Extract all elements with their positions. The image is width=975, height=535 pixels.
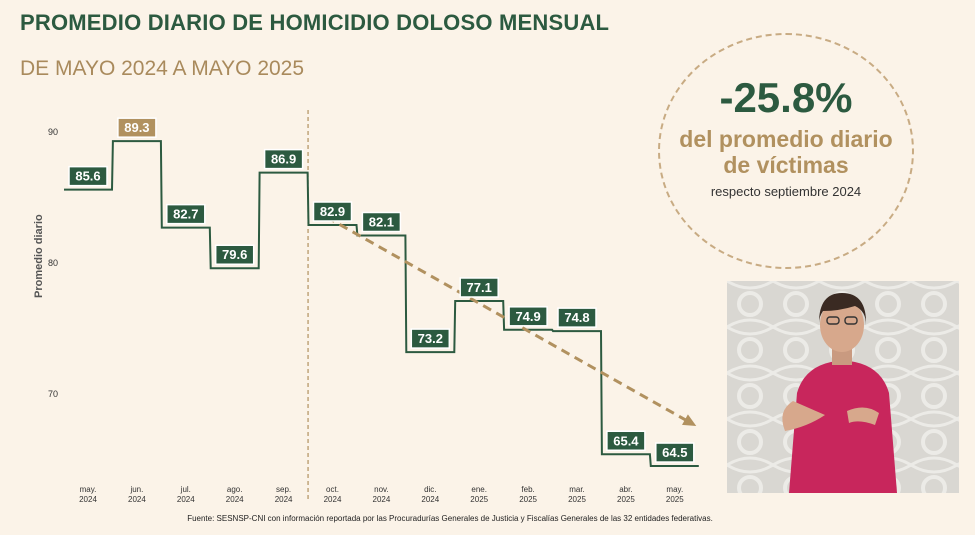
x-tick-month: mar.	[569, 485, 585, 494]
x-tick-year: 2024	[226, 495, 244, 504]
y-axis-label: Promedio diario	[33, 214, 45, 298]
x-tick-month: nov.	[374, 485, 389, 494]
data-label: 79.6	[222, 247, 247, 262]
x-tick-month: abr.	[619, 485, 632, 494]
x-tick-year: 2025	[519, 495, 537, 504]
interpreter-image	[727, 281, 959, 493]
data-label: 82.9	[320, 204, 345, 219]
highlight-circle	[658, 33, 914, 269]
highlight-line-2: de víctimas	[723, 152, 849, 178]
highlight-value: -25.8%	[719, 74, 853, 121]
data-label-box	[606, 430, 646, 452]
highlight-line-1: del promedio diario	[679, 126, 893, 152]
page-title: PROMEDIO DIARIO DE HOMICIDIO DOLOSO MENS…	[20, 10, 610, 35]
trend-arrow-head	[682, 414, 697, 427]
x-tick-year: 2025	[470, 495, 488, 504]
data-label: 82.1	[369, 214, 394, 229]
data-label-box	[361, 211, 402, 233]
data-label-box	[508, 306, 548, 327]
sign-language-interpreter-video	[727, 281, 959, 493]
x-tick-month: jul.	[180, 485, 191, 494]
data-label-box	[655, 442, 695, 463]
data-label-box	[557, 307, 597, 328]
data-label: 65.4	[613, 433, 639, 448]
data-label: 74.8	[564, 310, 589, 325]
y-tick-label: 70	[48, 389, 58, 399]
x-tick-month: ago.	[227, 485, 243, 494]
x-tick-month: sep.	[276, 485, 291, 494]
x-tick-year: 2024	[275, 495, 293, 504]
data-label: 82.7	[173, 207, 198, 222]
data-label-box	[214, 244, 255, 265]
data-label-box	[166, 203, 206, 225]
data-label-box	[312, 201, 353, 222]
data-label: 89.3	[124, 120, 149, 135]
data-label-box	[68, 165, 108, 187]
data-label-box	[459, 277, 499, 298]
data-label: 86.9	[271, 152, 296, 167]
x-tick-year: 2024	[177, 495, 195, 504]
x-tick-year: 2024	[373, 495, 391, 504]
data-label: 85.6	[75, 169, 100, 184]
source-note: Fuente: SESNSP-CNI con información repor…	[187, 514, 713, 523]
page-subtitle: DE MAYO 2024 A MAYO 2025	[20, 57, 305, 80]
y-tick-label: 80	[48, 258, 58, 268]
x-tick-month: feb.	[521, 485, 534, 494]
x-tick-month: may.	[666, 485, 683, 494]
x-tick-year: 2024	[128, 495, 146, 504]
series-step-line	[64, 140, 699, 468]
data-label: 77.1	[467, 280, 492, 295]
x-tick-year: 2024	[324, 495, 342, 504]
data-label: 64.5	[662, 445, 687, 460]
x-tick-year: 2025	[666, 495, 684, 504]
x-tick-year: 2025	[617, 495, 635, 504]
x-tick-month: ene.	[471, 485, 487, 494]
data-label-box	[410, 328, 451, 349]
data-label-box	[117, 117, 157, 138]
x-tick-month: may.	[80, 485, 97, 494]
x-tick-year: 2024	[421, 495, 439, 504]
x-tick-month: jun.	[129, 485, 143, 494]
y-tick-label: 90	[48, 127, 58, 137]
x-tick-year: 2024	[79, 495, 97, 504]
data-label-box	[263, 148, 304, 170]
x-tick-month: dic.	[424, 485, 436, 494]
data-label: 73.2	[418, 331, 443, 346]
x-tick-year: 2025	[568, 495, 586, 504]
x-tick-month: oct.	[326, 485, 339, 494]
data-label: 74.9	[515, 309, 540, 324]
highlight-note: respecto septiembre 2024	[710, 184, 862, 199]
